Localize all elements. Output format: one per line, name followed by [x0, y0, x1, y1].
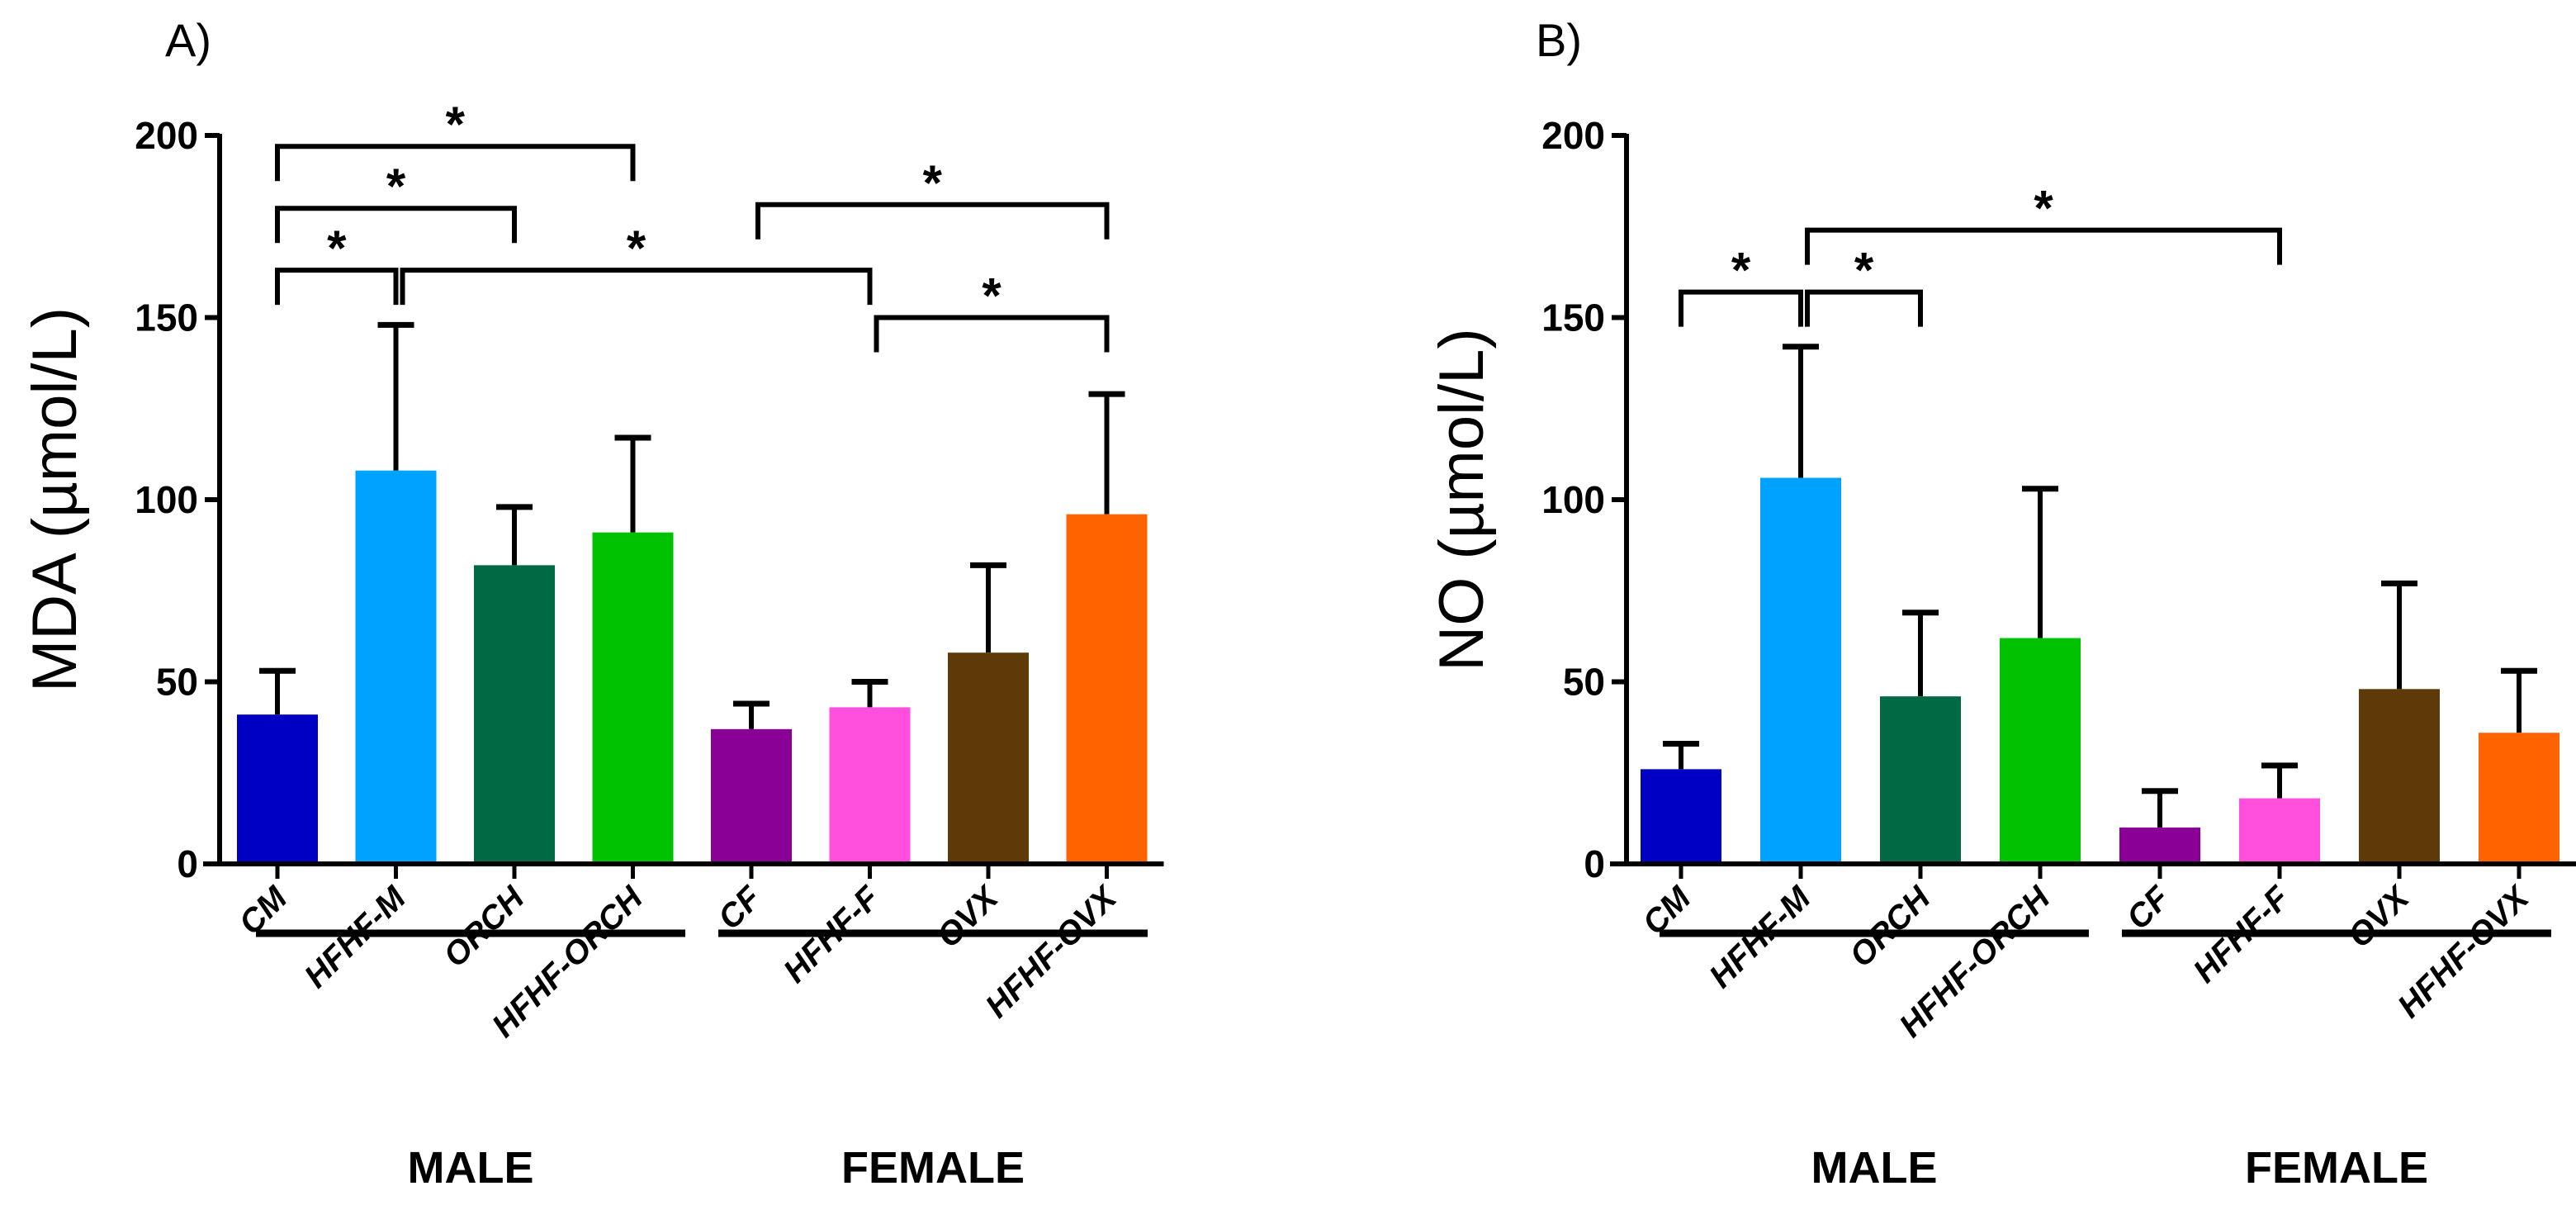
bar-hfhf-f — [2239, 798, 2320, 861]
bar-cf — [711, 728, 792, 861]
bar-ovx — [2359, 689, 2440, 861]
group-label: MALE — [408, 1143, 534, 1193]
x-tick-label: ORCH — [1843, 879, 1938, 974]
x-tick-label: CF — [2120, 879, 2178, 937]
significance-bracket — [275, 206, 517, 244]
significance-bracket — [400, 268, 873, 306]
bar-orch — [474, 565, 555, 861]
significance-marker: * — [1731, 243, 1751, 298]
bar-cm — [1641, 769, 1721, 861]
x-tick-label: OVX — [2342, 879, 2417, 955]
panel-label: A) — [165, 14, 211, 66]
panel-label: B) — [1536, 14, 1582, 66]
y-tick-label: 200 — [135, 114, 198, 157]
significance-marker: * — [1854, 243, 1874, 298]
bar-hfhf-ovx — [2479, 733, 2559, 861]
bar-hfhf-orch — [592, 532, 674, 861]
group-label: FEMALE — [2245, 1143, 2428, 1193]
y-tick-label: 0 — [1584, 842, 1605, 885]
bar-hfhf-ovx — [1066, 514, 1148, 861]
significance-bracket — [874, 315, 1110, 353]
bar-hfhf-m — [1760, 477, 1841, 861]
bar-cm — [237, 714, 318, 861]
significance-bracket — [1805, 227, 2282, 265]
group-label: MALE — [1811, 1143, 1938, 1193]
y-tick-label: 150 — [135, 297, 198, 339]
significance-marker: * — [327, 221, 347, 276]
x-tick-label: OVX — [930, 879, 1006, 955]
bar-hfhf-orch — [2000, 638, 2081, 861]
significance-marker: * — [627, 221, 646, 276]
group-label: FEMALE — [841, 1143, 1025, 1193]
y-tick-label: 200 — [1541, 114, 1605, 157]
y-tick-label: 50 — [156, 661, 198, 704]
significance-bracket — [1805, 289, 1923, 327]
y-tick-label: 0 — [177, 842, 198, 885]
y-axis-label: MDA (µmol/L) — [20, 307, 90, 692]
bar-hfhf-f — [829, 707, 911, 861]
y-tick-label: 50 — [1563, 661, 1605, 704]
bar-cf — [2119, 827, 2200, 861]
y-axis-label: NO (µmol/L) — [1427, 328, 1497, 671]
y-tick-label: 150 — [1541, 297, 1605, 339]
significance-marker: * — [2034, 181, 2053, 236]
bar-orch — [1880, 696, 1961, 861]
x-tick-label: HFHF-OVX — [2391, 879, 2537, 1025]
significance-bracket — [275, 144, 636, 182]
y-tick-label: 100 — [1541, 478, 1605, 521]
x-tick-label: ORCH — [437, 879, 532, 974]
bar-ovx — [948, 652, 1029, 861]
significance-marker: * — [386, 159, 406, 214]
bar-hfhf-m — [355, 470, 437, 861]
significance-bracket — [755, 202, 1110, 240]
x-tick-label: HFHF-OVX — [978, 879, 1125, 1025]
significance-marker: * — [923, 155, 943, 211]
x-tick-label: CF — [712, 879, 769, 937]
significance-marker: * — [446, 97, 466, 152]
significance-marker: * — [982, 268, 1002, 324]
y-tick-label: 100 — [135, 478, 198, 521]
significance-bracket — [275, 268, 399, 306]
significance-bracket — [1679, 289, 1803, 327]
